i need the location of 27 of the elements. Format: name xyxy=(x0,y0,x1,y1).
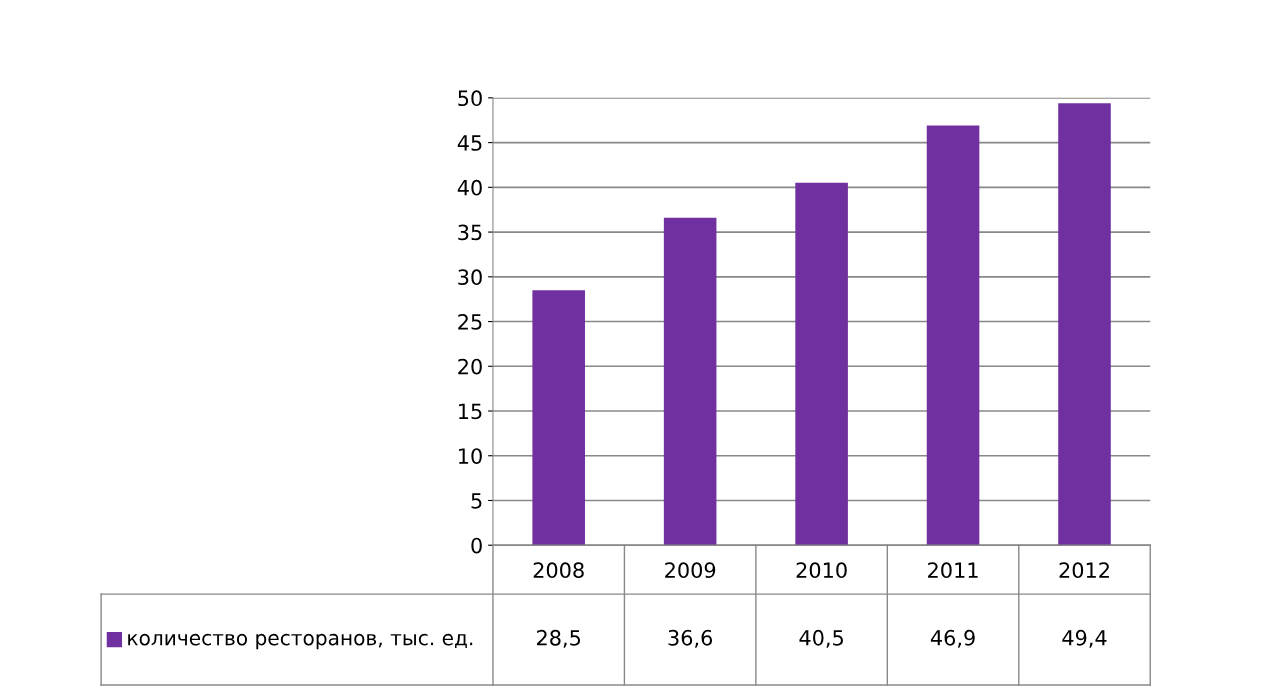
bar xyxy=(663,217,717,546)
bar xyxy=(926,125,980,546)
x-tick-label: 2010 xyxy=(796,562,847,579)
y-tick-label: 50 xyxy=(458,90,482,107)
data-label: 36,6 xyxy=(668,629,713,648)
legend-label: количество ресторанов, тыс. ед. xyxy=(128,633,473,650)
y-tick-label: 40 xyxy=(457,179,482,196)
data-label: 28,5 xyxy=(537,629,581,648)
y-tick-label: 5 xyxy=(471,493,482,509)
y-tick-label: 30 xyxy=(458,269,482,286)
y-tick-label: 15 xyxy=(459,403,482,420)
y-tick-label: 35 xyxy=(458,224,482,241)
y-tick-label: 25 xyxy=(458,313,482,330)
bar xyxy=(795,182,848,546)
bar xyxy=(532,290,585,546)
data-label: 49,4 xyxy=(1062,629,1107,648)
x-tick-label: 2011 xyxy=(928,562,978,579)
data-label: 46,9 xyxy=(930,629,975,648)
x-tick-label: 2009 xyxy=(665,562,716,579)
x-tick-label: 2008 xyxy=(533,562,584,579)
x-tick-label: 2012 xyxy=(1059,562,1109,579)
bar xyxy=(1058,103,1111,546)
y-tick-label: 0 xyxy=(471,537,482,554)
y-tick-label: 20 xyxy=(458,358,482,375)
data-label: 40,5 xyxy=(799,629,843,648)
y-tick-label: 45 xyxy=(457,135,482,151)
y-tick-label: 10 xyxy=(459,448,482,464)
